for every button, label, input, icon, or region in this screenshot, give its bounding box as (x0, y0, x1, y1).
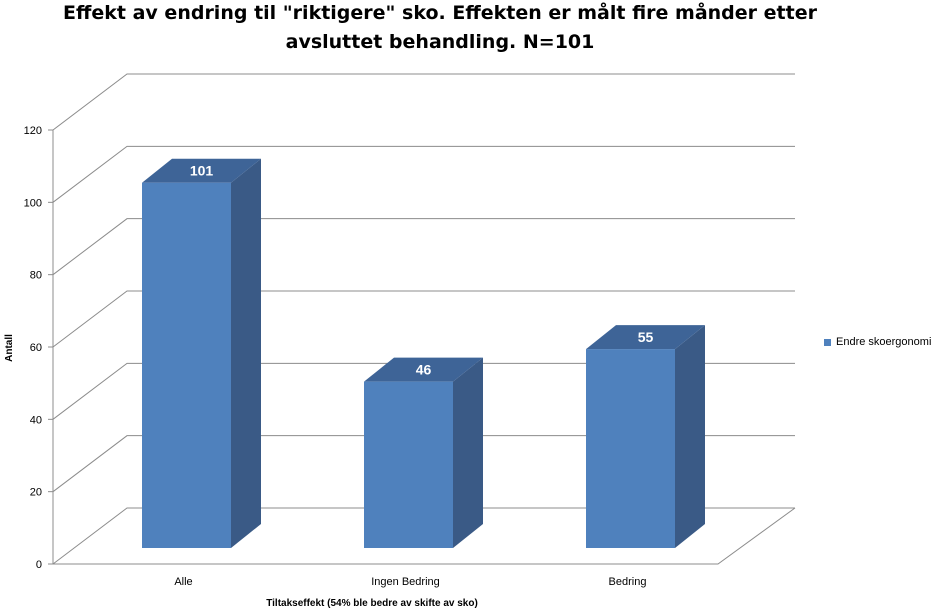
bar-front (586, 349, 675, 548)
x-tick-label: Ingen Bedring (371, 576, 440, 588)
y-tick-label: 80 (30, 270, 42, 282)
data-label: 46 (416, 362, 432, 378)
y-tick-label: 60 (30, 342, 42, 354)
gridline-80 (52, 218, 795, 276)
bar-top (586, 325, 705, 350)
chart-title-line2: avsluttet behandling. N=101 (285, 31, 595, 53)
x-tick-label: Alle (174, 576, 192, 588)
y-axis-label: Antall (4, 334, 15, 362)
y-tick-label: 120 (24, 125, 42, 137)
bars: 101 46 55 (142, 158, 705, 548)
y-tick-label: 20 (30, 487, 42, 499)
legend-label: Endre skoergonomi (836, 336, 932, 348)
gridline-20 (52, 435, 795, 493)
gridline-0 (52, 507, 795, 565)
gridline-120 (52, 73, 795, 131)
data-label: 55 (638, 329, 654, 345)
bar-front (364, 381, 453, 548)
bar-top (364, 357, 483, 382)
bar-alle: 101 (142, 158, 261, 548)
y-tick-label: 40 (30, 414, 42, 426)
x-axis-label: Tiltakseffekt (54% ble bedre av skifte a… (266, 598, 478, 609)
gridlines (52, 73, 795, 565)
legend-swatch (824, 338, 831, 346)
bar-front (142, 182, 231, 548)
y-tick-label: 0 (36, 559, 42, 571)
bar-bedring: 55 (586, 325, 705, 548)
x-tick-label: Bedring (609, 576, 647, 588)
gridline-40 (52, 362, 795, 420)
data-label: 101 (190, 163, 214, 179)
bar-side (453, 357, 483, 548)
bar-side (231, 158, 261, 548)
chart-title-line1: Effekt av endring til "riktigere" sko. E… (63, 2, 817, 24)
bar-ingen-bedring: 46 (364, 357, 483, 548)
y-axis-ticks: 0 20 40 60 80 100 120 (24, 125, 53, 571)
bar-top (142, 158, 261, 183)
bar-side (675, 325, 705, 548)
x-axis-ticks: Alle Ingen Bedring Bedring (174, 576, 646, 588)
gridline-100 (52, 145, 795, 203)
y-tick-label: 100 (24, 197, 42, 209)
legend: Endre skoergonomi (824, 336, 931, 348)
gridline-60 (52, 290, 795, 348)
